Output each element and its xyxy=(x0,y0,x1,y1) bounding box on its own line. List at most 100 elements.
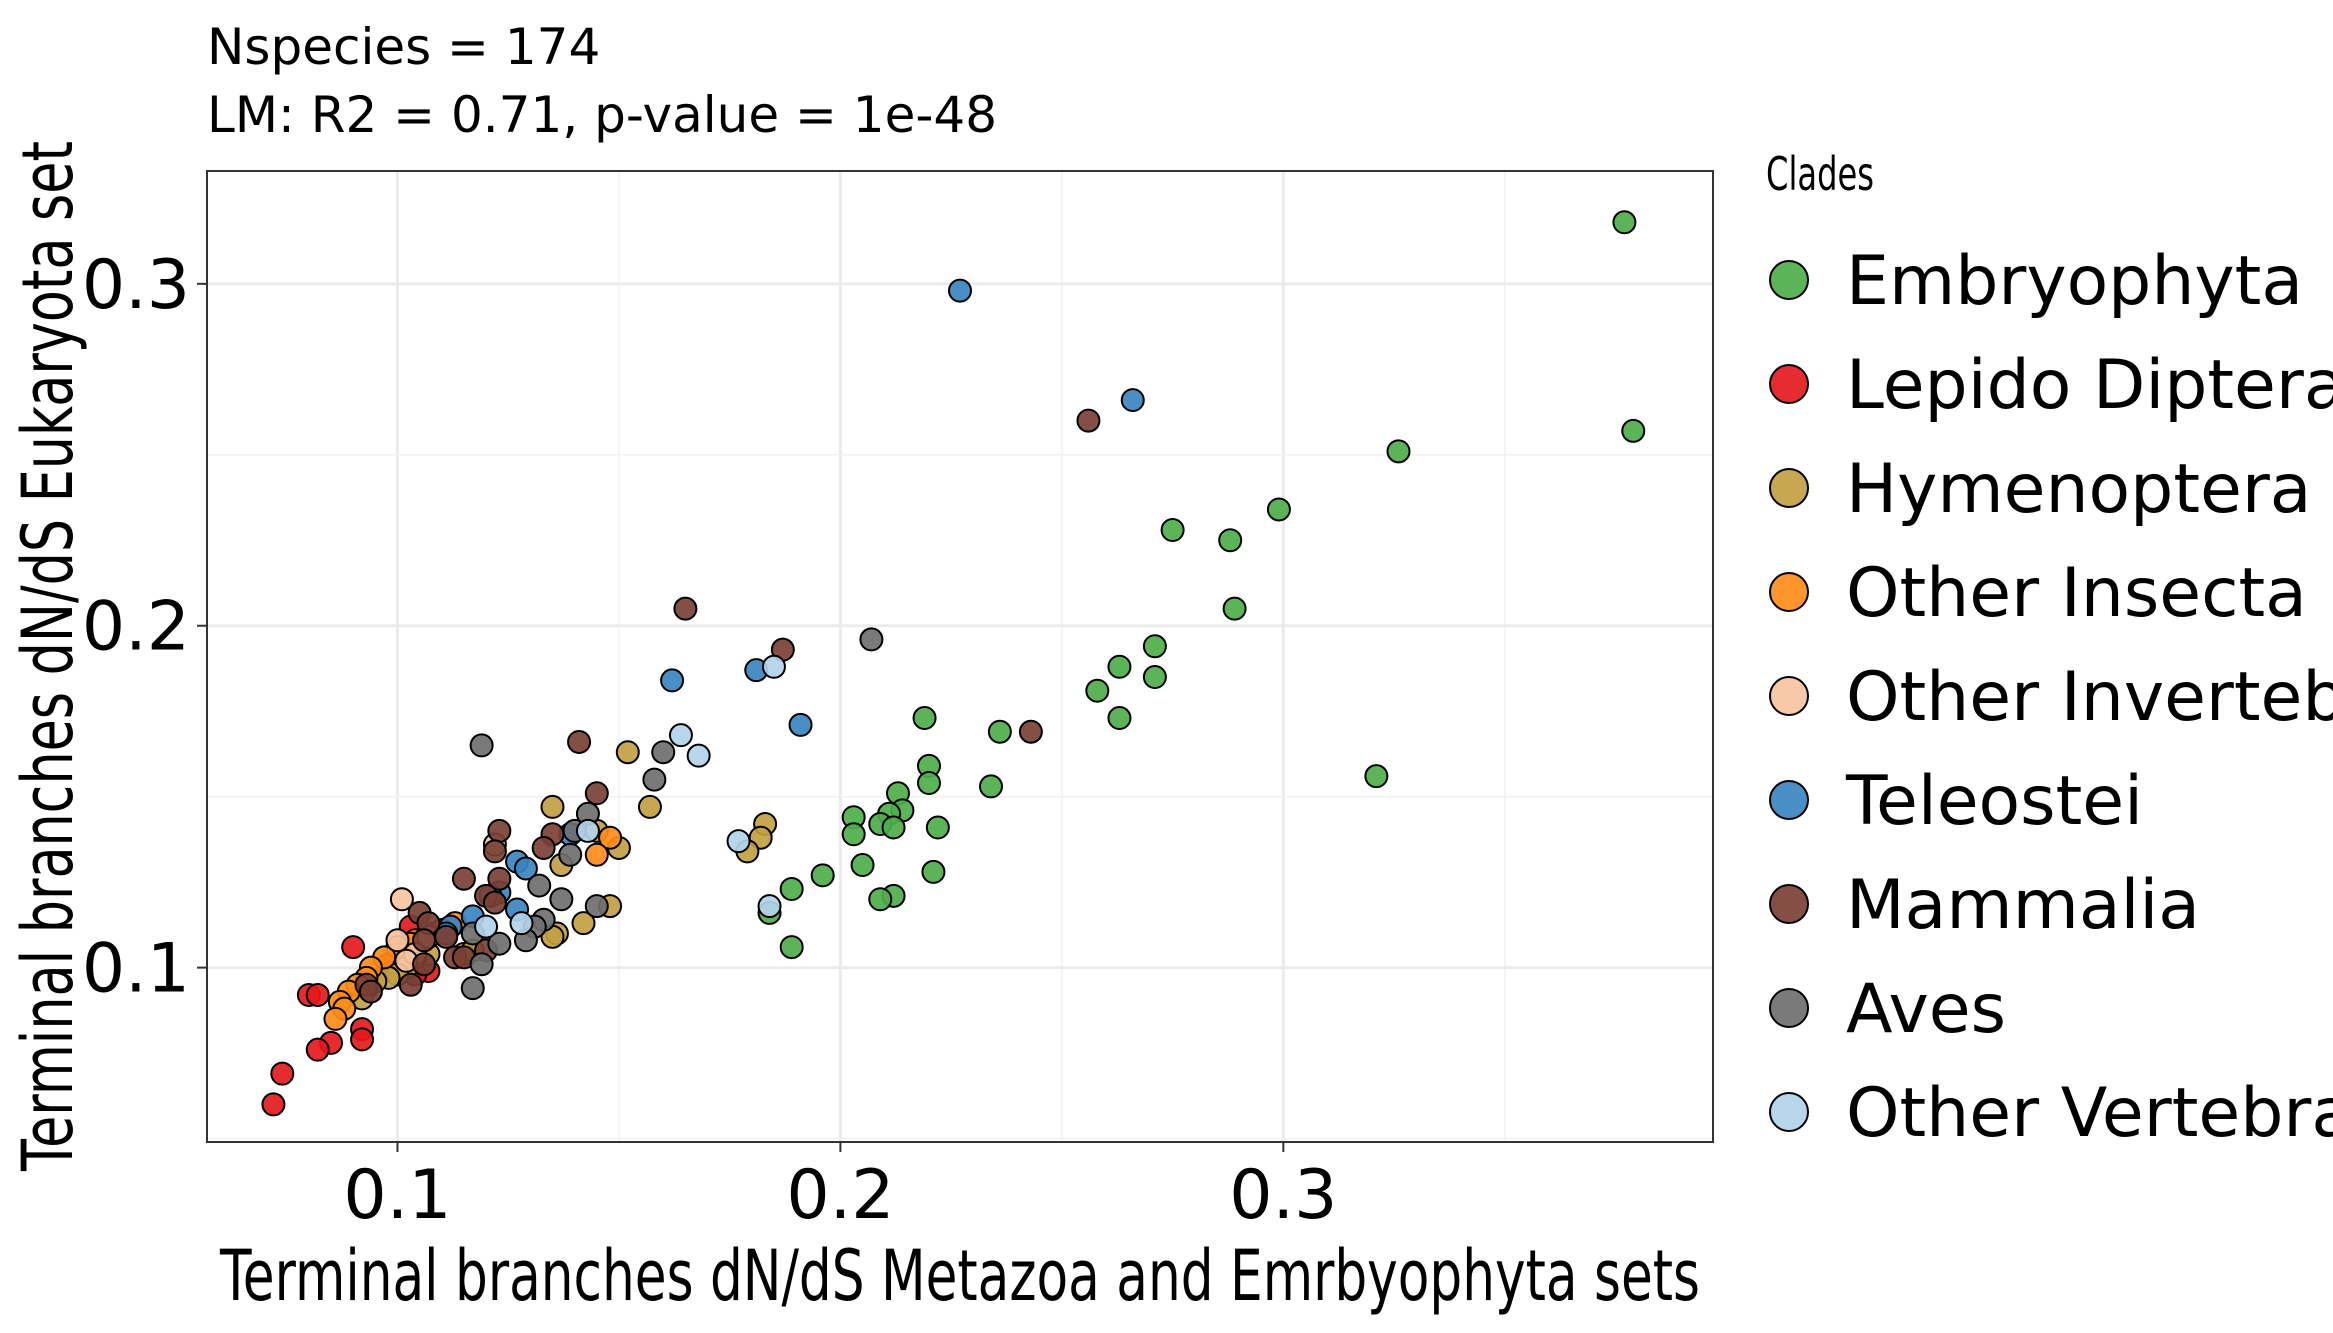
data-point-aves xyxy=(487,931,512,956)
legend-key-other-vertebrates xyxy=(1769,1092,1809,1132)
legend-key-teleostei xyxy=(1769,780,1809,820)
data-point-embryophyta xyxy=(841,822,866,847)
data-point-teleostei xyxy=(788,712,813,737)
data-point-other-insecta xyxy=(584,842,609,867)
legend-label-embryophyta: Embryophyta xyxy=(1846,242,2303,321)
data-point-aves xyxy=(859,627,884,652)
data-point-embryophyta xyxy=(868,887,893,912)
legend-label-other-insecta: Other Insecta xyxy=(1846,554,2307,633)
data-point-mammalia xyxy=(482,839,507,864)
data-point-embryophyta xyxy=(912,706,937,731)
data-point-lepido-diptera xyxy=(270,1061,295,1086)
data-point-embryophyta xyxy=(1107,706,1132,731)
legend-label-teleostei: Teleostei xyxy=(1845,762,2143,841)
data-point-embryophyta xyxy=(810,863,835,888)
legend-label-other-invertebrates: Other Invertebrates xyxy=(1846,658,2333,737)
data-point-mammalia xyxy=(434,924,459,949)
legend-label-mammalia: Mammalia xyxy=(1846,866,2200,945)
axis-ticks-layer: 0.1 0.2 0.3 0.1 0.2 0.3 xyxy=(82,246,1338,1235)
data-point-aves xyxy=(527,873,552,898)
data-point-lepido-diptera xyxy=(305,982,330,1007)
data-point-other-vertebrates xyxy=(668,723,693,748)
data-point-other-vertebrates xyxy=(575,818,600,843)
data-point-embryophyta xyxy=(1107,654,1132,679)
data-point-embryophyta xyxy=(925,815,950,840)
plot-panel xyxy=(206,170,1714,1143)
data-point-lepido-diptera xyxy=(350,1027,375,1052)
annotation-lm: LM: R2 = 0.71, p-value = 1e-48 xyxy=(207,86,997,144)
data-point-other-vertebrates xyxy=(757,894,782,919)
data-point-lepido-diptera xyxy=(341,935,366,960)
y-tick-label: 0.3 xyxy=(82,246,190,325)
data-point-mammalia xyxy=(584,781,609,806)
data-point-mammalia xyxy=(487,818,512,843)
legend-label-aves: Aves xyxy=(1846,970,2006,1049)
data-point-embryophyta xyxy=(1266,497,1291,522)
data-point-other-vertebrates xyxy=(509,911,534,936)
data-point-other-invertebrates xyxy=(389,887,414,912)
data-point-embryophyta xyxy=(1142,665,1167,690)
data-point-mammalia xyxy=(673,596,698,621)
data-point-embryophyta xyxy=(1621,418,1646,443)
data-point-other-vertebrates xyxy=(726,829,751,854)
data-point-hymenoptera xyxy=(571,911,596,936)
data-point-embryophyta xyxy=(1386,439,1411,464)
data-point-embryophyta xyxy=(779,935,804,960)
data-point-other-insecta xyxy=(598,825,623,850)
data-point-mammalia xyxy=(567,729,592,754)
data-point-aves xyxy=(584,894,609,919)
data-point-aves xyxy=(469,952,494,977)
x-tick-label: 0.2 xyxy=(786,1156,894,1235)
legend-label-lepido-diptera: Lepido Diptera xyxy=(1846,346,2333,425)
grid-layer xyxy=(207,171,1713,1142)
data-point-aves xyxy=(642,767,667,792)
data-point-hymenoptera xyxy=(637,794,662,819)
data-point-embryophyta xyxy=(921,859,946,884)
legend-key-lepido-diptera xyxy=(1769,364,1809,404)
legend-key-other-invertebrates xyxy=(1769,676,1809,716)
data-point-mammalia xyxy=(487,866,512,891)
x-tick-label: 0.3 xyxy=(1229,1156,1337,1235)
data-point-embryophyta xyxy=(1222,596,1247,621)
y-tick-label: 0.1 xyxy=(82,930,190,1009)
data-point-mammalia xyxy=(1076,408,1101,433)
legend-title: Clades xyxy=(1766,147,1874,201)
data-point-mammalia xyxy=(451,866,476,891)
data-point-teleostei xyxy=(948,278,972,303)
data-point-aves xyxy=(651,740,676,765)
data-point-mammalia xyxy=(358,979,383,1004)
data-point-mammalia xyxy=(412,928,437,953)
data-point-mammalia xyxy=(398,972,423,997)
data-point-embryophyta xyxy=(1085,678,1110,703)
data-point-hymenoptera xyxy=(615,740,640,765)
data-point-lepido-diptera xyxy=(305,1037,330,1062)
legend: Clades Embryophyta Lepido Diptera Hymenopt… xyxy=(1766,147,2333,1153)
data-point-embryophyta xyxy=(987,719,1012,744)
data-point-embryophyta xyxy=(916,771,941,796)
data-point-teleostei xyxy=(513,856,538,881)
data-point-mammalia xyxy=(531,835,556,860)
data-point-other-invertebrates xyxy=(385,928,410,953)
legend-key-mammalia xyxy=(1769,884,1809,924)
data-point-mammalia xyxy=(412,952,437,977)
data-point-embryophyta xyxy=(1142,634,1167,659)
data-point-teleostei xyxy=(660,668,685,693)
data-point-hymenoptera xyxy=(540,794,565,819)
legend-key-embryophyta xyxy=(1769,260,1809,300)
y-axis-title: Terminal branches dN/dS Eukaryota set xyxy=(7,141,89,1172)
data-point-embryophyta xyxy=(979,774,1004,799)
data-points-layer xyxy=(261,210,1646,1117)
data-point-embryophyta xyxy=(881,815,906,840)
x-axis-title: Terminal branches dN/dS Metazoa and Emrb… xyxy=(219,1235,1700,1317)
data-point-embryophyta xyxy=(1160,517,1185,542)
data-point-other-vertebrates xyxy=(686,743,711,768)
data-point-embryophyta xyxy=(850,853,875,878)
data-point-lepido-diptera xyxy=(261,1092,286,1117)
data-point-mammalia xyxy=(482,890,507,915)
legend-key-other-insecta xyxy=(1769,572,1809,612)
data-point-other-insecta xyxy=(323,1006,348,1031)
data-point-other-vertebrates xyxy=(761,654,786,679)
legend-label-hymenoptera: Hymenoptera xyxy=(1846,450,2311,529)
legend-label-other-vertebrates: Other Vertebrates xyxy=(1846,1074,2333,1153)
